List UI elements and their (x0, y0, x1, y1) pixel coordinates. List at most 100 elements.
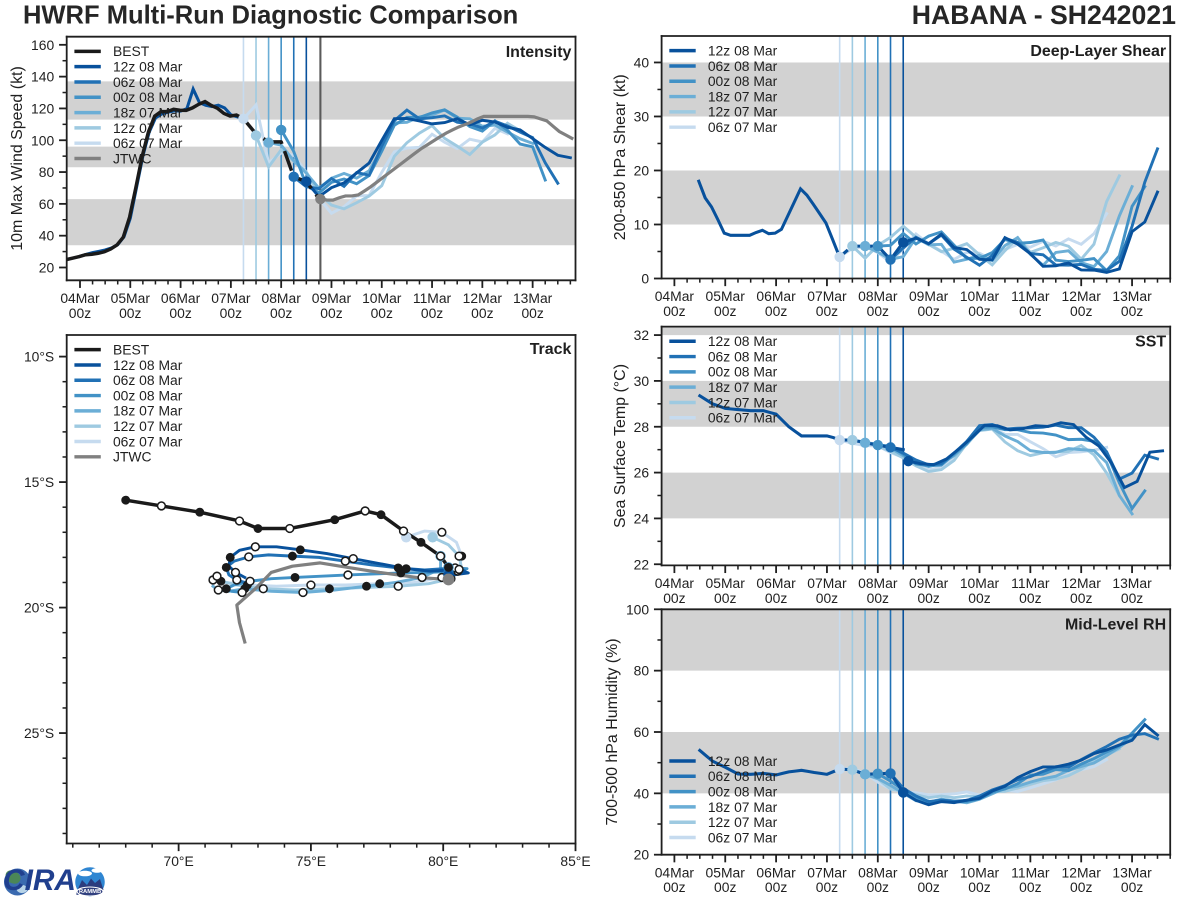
svg-text:08Mar: 08Mar (858, 288, 898, 304)
svg-text:11Mar: 11Mar (413, 290, 452, 306)
svg-text:06z 08 Mar: 06z 08 Mar (708, 768, 778, 784)
svg-text:10°S: 10°S (24, 349, 54, 365)
svg-text:12z 08 Mar: 12z 08 Mar (708, 333, 778, 349)
svg-text:00z 08 Mar: 00z 08 Mar (708, 73, 778, 89)
svg-text:00z: 00z (917, 590, 939, 606)
svg-text:RAMMB: RAMMB (79, 889, 101, 895)
svg-text:00z: 00z (663, 303, 685, 319)
svg-text:Sea Surface Temp (°C): Sea Surface Temp (°C) (612, 364, 629, 528)
svg-text:00z: 00z (421, 305, 443, 321)
svg-text:18z 07 Mar: 18z 07 Mar (708, 88, 778, 104)
svg-text:18z 07 Mar: 18z 07 Mar (113, 104, 183, 120)
svg-text:12z 07 Mar: 12z 07 Mar (708, 104, 778, 120)
svg-text:10m Max Wind Speed (kt): 10m Max Wind Speed (kt) (9, 66, 26, 251)
svg-text:00z: 00z (968, 590, 990, 606)
svg-text:75°E: 75°E (296, 853, 326, 869)
svg-text:00z: 00z (521, 305, 543, 321)
svg-text:00z: 00z (816, 303, 838, 319)
svg-text:06z 08 Mar: 06z 08 Mar (708, 348, 778, 364)
svg-text:HABANA - SH242021: HABANA - SH242021 (912, 0, 1176, 30)
svg-text:00z: 00z (765, 590, 787, 606)
svg-text:00z: 00z (714, 303, 736, 319)
svg-text:12z 08 Mar: 12z 08 Mar (113, 59, 183, 75)
svg-text:40: 40 (39, 228, 55, 244)
svg-text:20: 20 (39, 260, 55, 276)
svg-text:13Mar: 13Mar (1112, 288, 1152, 304)
svg-text:60: 60 (39, 196, 55, 212)
svg-text:06z 07 Mar: 06z 07 Mar (708, 829, 778, 845)
svg-text:09Mar: 09Mar (909, 575, 949, 591)
svg-text:Intensity: Intensity (506, 44, 572, 61)
svg-text:00z: 00z (220, 305, 242, 321)
svg-text:06z 07 Mar: 06z 07 Mar (708, 119, 778, 135)
svg-text:04Mar: 04Mar (655, 575, 695, 591)
svg-text:05Mar: 05Mar (706, 288, 746, 304)
svg-text:00z: 00z (867, 590, 889, 606)
svg-text:80: 80 (634, 663, 650, 679)
svg-text:00z: 00z (1121, 303, 1143, 319)
svg-text:04Mar: 04Mar (60, 290, 100, 306)
svg-text:85°E: 85°E (560, 853, 590, 869)
svg-text:10: 10 (634, 217, 650, 233)
svg-text:30: 30 (634, 109, 650, 125)
svg-text:40: 40 (634, 54, 650, 70)
svg-text:05Mar: 05Mar (706, 864, 746, 880)
svg-text:00z: 00z (917, 879, 939, 895)
svg-text:05Mar: 05Mar (706, 575, 746, 591)
svg-text:06z 08 Mar: 06z 08 Mar (113, 372, 183, 388)
svg-text:00z: 00z (714, 590, 736, 606)
svg-text:09Mar: 09Mar (909, 288, 949, 304)
svg-text:06Mar: 06Mar (161, 290, 201, 306)
svg-text:JTWC: JTWC (113, 150, 152, 166)
svg-text:06Mar: 06Mar (756, 288, 796, 304)
svg-text:12z 07 Mar: 12z 07 Mar (708, 814, 778, 830)
svg-text:160: 160 (31, 37, 54, 53)
svg-text:700-500 hPa Humidity (%): 700-500 hPa Humidity (%) (604, 638, 621, 825)
svg-text:00z: 00z (765, 879, 787, 895)
svg-text:BEST: BEST (113, 43, 150, 59)
svg-text:00z: 00z (1019, 590, 1041, 606)
svg-text:JTWC: JTWC (113, 449, 152, 465)
svg-text:12z 07 Mar: 12z 07 Mar (708, 394, 778, 410)
svg-text:13Mar: 13Mar (513, 290, 553, 306)
svg-text:00z: 00z (371, 305, 393, 321)
svg-text:04Mar: 04Mar (655, 288, 695, 304)
svg-text:06z 08 Mar: 06z 08 Mar (113, 74, 183, 90)
svg-text:12Mar: 12Mar (1062, 575, 1102, 591)
svg-text:00z: 00z (1121, 590, 1143, 606)
svg-text:12z 07 Mar: 12z 07 Mar (113, 418, 183, 434)
svg-text:24: 24 (634, 510, 650, 526)
svg-text:00z: 00z (816, 879, 838, 895)
svg-text:140: 140 (31, 69, 54, 85)
svg-text:25°S: 25°S (24, 725, 54, 741)
svg-text:60: 60 (634, 724, 650, 740)
svg-text:30: 30 (634, 373, 650, 389)
svg-text:200-850 hPa Shear (kt): 200-850 hPa Shear (kt) (612, 74, 629, 240)
svg-text:00z 08 Mar: 00z 08 Mar (708, 364, 778, 380)
svg-text:00z: 00z (917, 303, 939, 319)
svg-text:70°E: 70°E (163, 853, 193, 869)
svg-text:10Mar: 10Mar (960, 288, 1000, 304)
svg-text:00z 08 Mar: 00z 08 Mar (708, 783, 778, 799)
svg-text:12Mar: 12Mar (1062, 864, 1102, 880)
svg-text:06z 07 Mar: 06z 07 Mar (113, 433, 183, 449)
svg-text:00z: 00z (270, 305, 292, 321)
svg-text:80: 80 (39, 164, 55, 180)
svg-text:10Mar: 10Mar (960, 575, 1000, 591)
svg-text:18z 07 Mar: 18z 07 Mar (113, 403, 183, 419)
svg-text:00z: 00z (69, 305, 91, 321)
svg-text:12z 08 Mar: 12z 08 Mar (708, 43, 778, 59)
svg-text:00z: 00z (1121, 879, 1143, 895)
svg-text:00z: 00z (169, 305, 191, 321)
svg-text:07Mar: 07Mar (211, 290, 251, 306)
svg-text:00z: 00z (663, 590, 685, 606)
svg-text:00z: 00z (816, 590, 838, 606)
svg-text:00z: 00z (968, 879, 990, 895)
svg-text:12Mar: 12Mar (1062, 288, 1102, 304)
svg-text:06Mar: 06Mar (756, 575, 796, 591)
svg-text:26: 26 (634, 465, 650, 481)
svg-text:00z: 00z (320, 305, 342, 321)
svg-text:00z 08 Mar: 00z 08 Mar (113, 89, 183, 105)
svg-text:12Mar: 12Mar (463, 290, 503, 306)
svg-text:09Mar: 09Mar (312, 290, 352, 306)
